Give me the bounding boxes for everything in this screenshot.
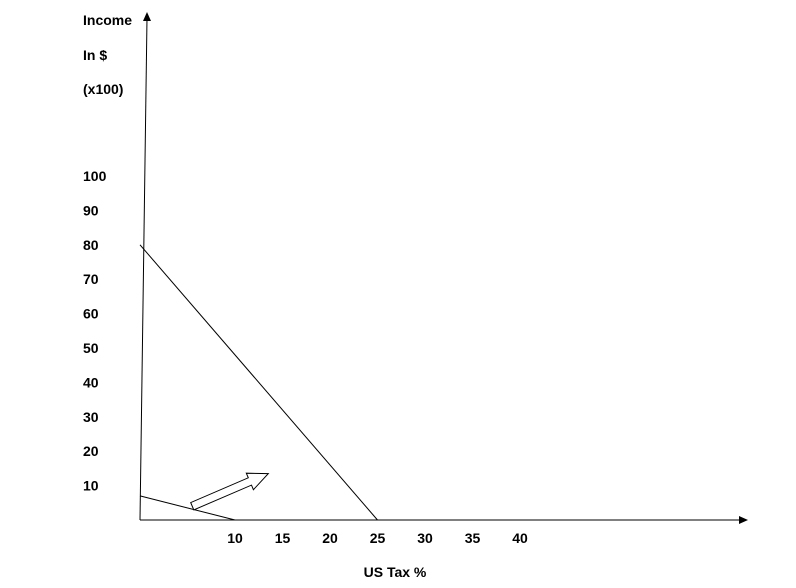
series-line-1 — [139, 244, 378, 521]
axes — [139, 12, 748, 524]
x-tick-label: 10 — [227, 530, 243, 546]
y-axis-line — [139, 17, 148, 521]
y-tick-label: 50 — [83, 340, 99, 356]
y-tick-label: 70 — [83, 271, 99, 287]
y-axis-label-line-3: (x100) — [83, 81, 123, 97]
x-tick-label: 20 — [322, 530, 338, 546]
x-tick-labels: 10 15 20 25 30 35 40 — [227, 530, 528, 546]
x-axis-label: US Tax % — [364, 564, 427, 580]
y-axis-label-line-1: Income — [83, 12, 132, 28]
y-axis-label-line-2: In $ — [83, 47, 107, 63]
annotations — [190, 472, 270, 511]
x-axis-arrowhead — [739, 516, 748, 524]
y-axis-arrowhead — [143, 12, 151, 21]
series-line-2 — [139, 495, 236, 521]
x-tick-label: 40 — [512, 530, 528, 546]
y-tick-label: 30 — [83, 409, 99, 425]
y-tick-label: 100 — [83, 168, 107, 184]
x-tick-label: 15 — [275, 530, 291, 546]
y-tick-labels: 10 20 30 40 50 60 70 80 90 100 — [83, 168, 107, 494]
x-tick-label: 30 — [417, 530, 433, 546]
x-tick-label: 25 — [370, 530, 386, 546]
hollow-arrow-annotation — [190, 472, 270, 511]
y-tick-label: 90 — [83, 202, 99, 218]
y-tick-label: 10 — [83, 478, 99, 494]
y-tick-label: 60 — [83, 306, 99, 322]
y-tick-label: 80 — [83, 237, 99, 253]
series-lines — [139, 244, 378, 521]
y-tick-label: 40 — [83, 374, 99, 390]
x-tick-label: 35 — [465, 530, 481, 546]
y-tick-label: 20 — [83, 443, 99, 459]
